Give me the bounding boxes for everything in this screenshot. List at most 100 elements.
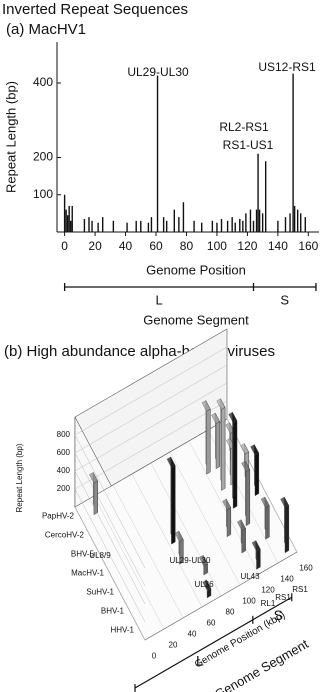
spike — [70, 220, 72, 232]
bar — [265, 505, 270, 540]
bar — [203, 563, 208, 576]
segment-name: S — [280, 292, 289, 307]
x-tick-label: 100 — [242, 596, 256, 605]
grid-line — [188, 440, 260, 575]
annotation: RL1 — [261, 599, 276, 608]
spike — [193, 220, 195, 232]
x-tick-label: 20 — [88, 239, 102, 253]
spike — [293, 205, 296, 232]
x-tick-label: 80 — [180, 239, 194, 253]
annotation: UL36 — [194, 580, 214, 589]
x-tick-label: 40 — [188, 629, 197, 638]
annotation: UL29-UL30 — [170, 556, 211, 565]
x-tick-label: 120 — [261, 585, 275, 594]
bar — [206, 588, 212, 599]
spike — [112, 220, 115, 232]
z-axis-label: Repeat Length (bp) — [15, 443, 24, 512]
spike — [88, 217, 90, 232]
spike — [63, 194, 66, 232]
spike — [257, 153, 259, 232]
x-tick-label: 40 — [119, 239, 133, 253]
bar — [215, 421, 221, 470]
x-tick-label: 140 — [280, 574, 294, 583]
spike — [147, 222, 150, 232]
x-tick-label: 60 — [207, 618, 216, 627]
spike — [289, 213, 291, 232]
x-axis-label: Genome Position — [146, 262, 246, 277]
spike — [284, 217, 287, 232]
spike — [277, 220, 279, 232]
spike — [216, 222, 218, 232]
spike — [258, 209, 261, 232]
spike — [126, 222, 128, 232]
z-tick-label: 800 — [57, 430, 71, 439]
spike — [304, 217, 306, 232]
segment-name: L — [196, 653, 204, 669]
grid-line — [131, 473, 203, 608]
grid-line — [74, 400, 228, 623]
spike — [261, 213, 264, 232]
segment-line — [134, 596, 293, 689]
x-tick-label: 60 — [149, 239, 163, 253]
annotation: UL43 — [240, 572, 260, 581]
bar — [179, 539, 184, 565]
grid-line — [74, 382, 228, 605]
spike — [264, 161, 267, 232]
figure-title: Inverted Repeat Sequences — [2, 1, 188, 18]
grid-line — [150, 462, 222, 597]
annotation: RS1 — [292, 585, 308, 594]
spike — [296, 209, 299, 232]
spike — [165, 220, 168, 232]
bar — [93, 480, 98, 515]
category-label: MacHV-1 — [71, 569, 104, 578]
spike — [255, 209, 258, 232]
grid-line — [112, 484, 184, 619]
z-tick-label: 200 — [57, 484, 71, 493]
spike — [91, 220, 93, 232]
spike — [220, 218, 223, 232]
y-tick-label: 400 — [33, 75, 53, 89]
spike — [71, 205, 73, 232]
y-axis-label: Repeat Length (bp) — [3, 81, 18, 193]
bar — [254, 452, 259, 497]
spike — [300, 213, 302, 232]
category-label: CercoHV-2 — [45, 531, 85, 540]
bar — [232, 420, 238, 509]
segment-name: S — [274, 607, 283, 623]
spike — [65, 209, 67, 232]
spike — [156, 75, 159, 232]
annotation: UL29-UL30 — [127, 65, 189, 79]
bar — [245, 469, 251, 527]
annotation: RL2-RS1 — [219, 120, 269, 134]
grid-line — [74, 364, 228, 587]
x-tick-label: 140 — [268, 239, 288, 253]
bar — [226, 507, 232, 538]
x-tick-label: 80 — [226, 607, 235, 616]
spike — [135, 220, 137, 232]
spike — [178, 217, 180, 232]
grid-line — [74, 346, 228, 569]
panel-title: (a) MacHV1 — [6, 21, 86, 38]
spike — [68, 205, 70, 232]
spike — [140, 220, 142, 232]
segment-label: Genome Segment — [143, 312, 249, 327]
category-label: HHV-1 — [110, 626, 134, 635]
grid-line — [74, 506, 146, 641]
spike — [249, 209, 252, 232]
bar — [256, 548, 261, 570]
grid-line — [93, 495, 165, 630]
spike — [245, 213, 247, 232]
panel-title: (b) High abundance alpha-herpesviruses — [4, 343, 275, 360]
x-tick-label: 160 — [298, 239, 318, 253]
bar — [284, 505, 289, 554]
spike — [242, 220, 244, 232]
x-tick-label: 160 — [299, 563, 313, 572]
grid-line — [169, 451, 241, 586]
annotation: RS1 — [275, 593, 291, 602]
spike — [252, 220, 255, 232]
spike — [97, 222, 99, 232]
bar — [241, 527, 246, 554]
spike — [150, 217, 153, 232]
